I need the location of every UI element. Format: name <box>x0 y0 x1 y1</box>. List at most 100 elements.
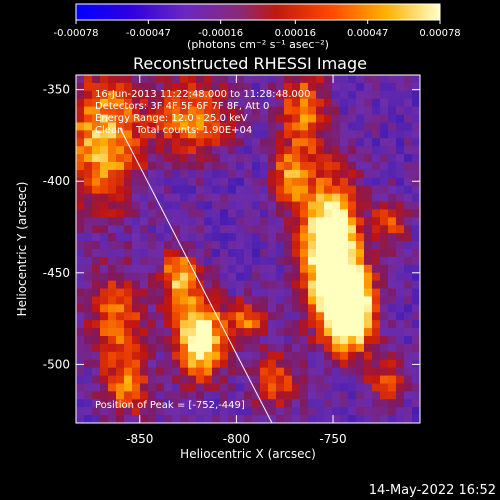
image-pixel <box>124 288 133 298</box>
image-pixel <box>316 106 325 116</box>
image-pixel <box>236 272 245 282</box>
image-pixel <box>76 375 85 385</box>
image-pixel <box>220 256 229 266</box>
image-pixel <box>372 288 381 298</box>
image-pixel <box>244 415 253 423</box>
image-pixel <box>396 122 405 131</box>
image-pixel <box>316 90 325 100</box>
image-pixel <box>356 209 365 218</box>
image-pixel <box>316 288 325 298</box>
image-pixel <box>220 343 229 353</box>
image-pixel <box>276 169 285 179</box>
image-pixel <box>380 288 389 298</box>
image-pixel <box>132 75 141 84</box>
image-pixel <box>220 280 229 290</box>
image-pixel <box>340 383 349 392</box>
image-pixel <box>276 407 285 416</box>
image-pixel <box>324 272 333 282</box>
image-pixel <box>372 225 381 234</box>
image-pixel <box>100 407 109 416</box>
image-pixel <box>284 146 293 155</box>
image-pixel <box>132 233 141 242</box>
image-pixel <box>276 75 285 84</box>
image-pixel <box>396 233 405 242</box>
image-pixel <box>148 209 157 218</box>
image-pixel <box>316 272 325 282</box>
image-pixel <box>412 280 420 290</box>
image-pixel <box>220 288 229 298</box>
image-pixel <box>132 122 141 131</box>
image-pixel <box>204 193 213 203</box>
image-pixel <box>76 241 85 250</box>
image-pixel <box>252 185 261 195</box>
image-pixel <box>348 272 357 282</box>
image-pixel <box>92 288 101 298</box>
limb-line <box>119 127 273 423</box>
image-pixel <box>156 328 165 337</box>
image-pixel <box>108 241 117 250</box>
image-pixel <box>236 225 245 234</box>
image-pixel <box>380 162 389 171</box>
image-pixel <box>324 249 333 258</box>
image-pixel <box>388 296 397 305</box>
image-pixel <box>196 193 205 203</box>
image-pixel <box>340 154 349 163</box>
image-pixel <box>292 114 301 124</box>
image-pixel <box>284 162 293 171</box>
image-pixel <box>140 177 149 187</box>
image-pixel <box>364 367 373 377</box>
image-pixel <box>196 288 205 298</box>
image-pixel <box>124 106 133 116</box>
image-pixel <box>348 185 357 195</box>
image-pixel <box>356 75 365 84</box>
image-pixel <box>324 383 333 392</box>
image-pixel <box>84 114 93 124</box>
image-pixel <box>260 138 269 147</box>
image-pixel <box>180 343 189 353</box>
image-pixel <box>260 90 269 100</box>
image-pixel <box>124 375 133 385</box>
image-pixel <box>116 75 125 84</box>
image-pixel <box>380 328 389 337</box>
image-pixel <box>340 328 349 337</box>
image-pixel <box>148 249 157 258</box>
image-pixel <box>364 336 373 345</box>
image-pixel <box>316 415 325 423</box>
image-pixel <box>340 217 349 226</box>
image-pixel <box>76 407 85 416</box>
image-pixel <box>260 209 269 218</box>
image-pixel <box>196 336 205 345</box>
image-pixel <box>276 272 285 282</box>
image-pixel <box>268 312 277 321</box>
image-pixel <box>140 351 149 361</box>
image-pixel <box>124 256 133 266</box>
image-pixel <box>292 225 301 234</box>
image-pixel <box>164 114 173 124</box>
image-pixel <box>292 399 301 408</box>
image-pixel <box>388 343 397 353</box>
image-pixel <box>148 98 157 108</box>
image-pixel <box>84 383 93 392</box>
image-pixel <box>364 391 373 400</box>
image-pixel <box>268 415 277 423</box>
image-pixel <box>356 233 365 242</box>
image-pixel <box>372 82 381 92</box>
image-pixel <box>404 272 413 282</box>
image-pixel <box>92 114 101 124</box>
image-pixel <box>172 256 181 266</box>
image-pixel <box>260 169 269 179</box>
image-pixel <box>372 375 381 385</box>
image-pixel <box>164 280 173 290</box>
image-pixel <box>204 114 213 124</box>
image-pixel <box>204 162 213 171</box>
image-pixel <box>196 256 205 266</box>
image-pixel <box>260 367 269 377</box>
image-pixel <box>236 296 245 305</box>
image-pixel <box>340 288 349 298</box>
image-pixel <box>124 201 133 211</box>
image-pixel <box>340 343 349 353</box>
image-pixel <box>228 256 237 266</box>
image-pixel <box>124 367 133 377</box>
image-pixel <box>148 415 157 423</box>
image-pixel <box>188 304 197 313</box>
